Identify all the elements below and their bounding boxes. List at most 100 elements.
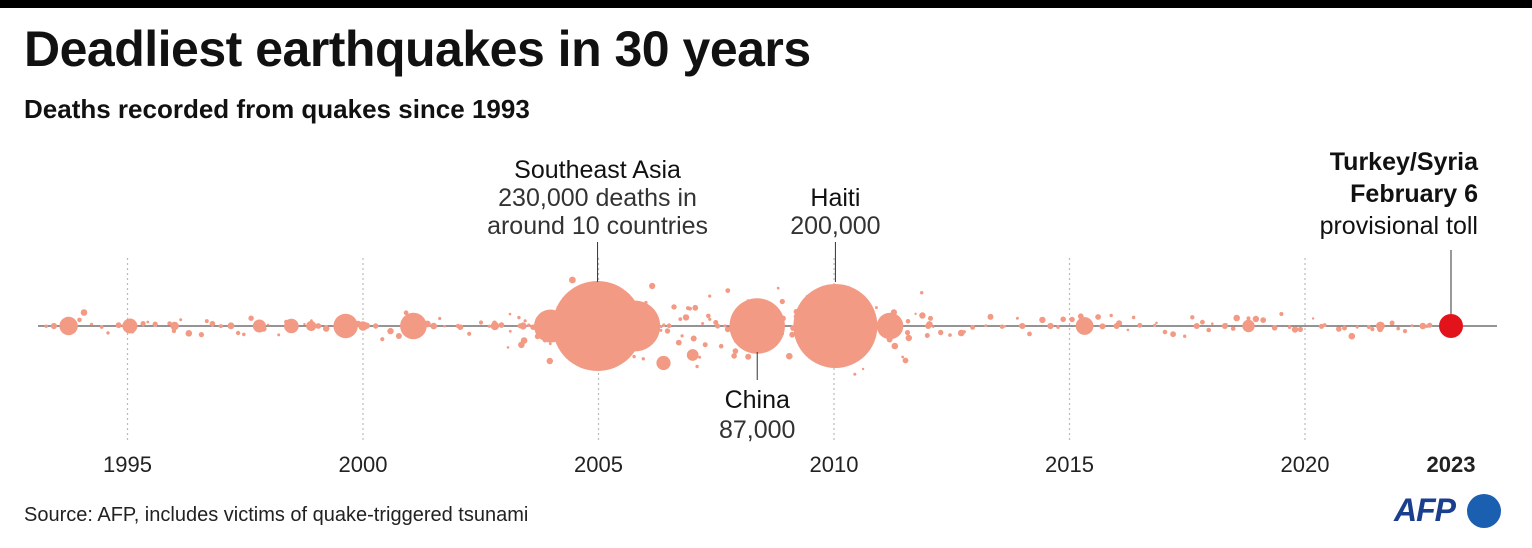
minor-quake-dot (724, 326, 731, 333)
minor-quake-dot (1039, 316, 1046, 324)
minor-quake-dot (266, 323, 270, 326)
quake-bubble-2 (729, 298, 785, 354)
minor-quake-dot (948, 333, 952, 337)
minor-quake-dot (506, 346, 510, 349)
quake-bubble-7 (59, 316, 78, 336)
minor-quake-dot (1003, 325, 1006, 328)
minor-quake-dot (692, 304, 699, 311)
minor-quake-dot (690, 335, 697, 342)
minor-quake-dot (708, 317, 712, 321)
x-axis-ticks: 1995 2000 2005 2010 2015 2020 2023 (103, 452, 1475, 477)
minor-quake-dot (861, 367, 865, 371)
minor-quake-dot (218, 324, 223, 329)
minor-quake-dot (1027, 331, 1032, 337)
minor-quake-dot (1190, 315, 1195, 320)
minor-quake-dot (1366, 325, 1371, 329)
annotation-haiti-line-1: 200,000 (790, 212, 880, 240)
minor-quake-dot (185, 330, 193, 337)
source-note: Source: AFP, includes victims of quake-t… (24, 504, 529, 526)
top-bar (0, 0, 1532, 8)
minor-quake-dot (698, 355, 702, 359)
minor-quake-dot (1311, 317, 1315, 320)
minor-quake-dot (1355, 325, 1359, 329)
minor-quake-dot (152, 321, 158, 327)
minor-quake-dot (204, 319, 209, 324)
quake-bubble-9 (876, 312, 904, 340)
quake-bubble-1 (793, 284, 878, 368)
minor-quake-dot (1287, 325, 1292, 329)
minor-quake-dot (179, 318, 183, 322)
tick-label-2023: 2023 (1427, 452, 1476, 477)
minor-quake-dot (1370, 327, 1375, 332)
minor-quake-dot (44, 324, 48, 328)
minor-quake-dot (457, 324, 464, 331)
minor-quake-dot (1095, 314, 1101, 320)
minor-quake-dot (242, 332, 246, 337)
quake-bubble-4 (534, 309, 567, 343)
minor-quake-dot (1162, 329, 1168, 335)
quake-bubble-0 (552, 281, 643, 371)
quake-bubble-11 (656, 355, 671, 371)
minor-quake-dot (1233, 314, 1240, 322)
minor-quake-dot (708, 294, 712, 298)
quake-bubble-20 (306, 320, 317, 332)
minor-quake-dot (1396, 326, 1400, 331)
minor-quake-dot (675, 339, 682, 346)
minor-quake-dot (1170, 331, 1176, 338)
minor-quake-dot (106, 331, 110, 335)
minor-quake-dot (527, 323, 531, 327)
minor-quake-dot (517, 315, 521, 320)
minor-quake-dot (1230, 326, 1236, 331)
minor-quake-dot (914, 312, 917, 315)
minor-quake-dot (745, 353, 752, 360)
quake-bubble-10 (284, 318, 299, 334)
annotation-turkey-syria-line-0: Turkey/Syria (1330, 148, 1479, 176)
annotation-leaders (597, 242, 1452, 380)
minor-quake-dot (90, 322, 94, 326)
minor-quake-dot (387, 327, 394, 335)
minor-quake-dot (1271, 325, 1278, 331)
minor-quake-dot (901, 355, 905, 359)
quake-bubble-24 (430, 322, 438, 330)
minor-quake-dot (520, 337, 528, 344)
minor-quake-dot (1260, 317, 1267, 323)
tick-label-2000: 2000 (339, 452, 388, 477)
minor-quake-dot (227, 322, 235, 330)
minor-quake-dot (1131, 315, 1136, 320)
minor-quake-dot (732, 348, 739, 354)
minor-quake-dot (1410, 324, 1414, 327)
minor-quake-dot (680, 334, 684, 338)
minor-quake-dot (248, 315, 254, 321)
afp-logo-text: AFP (1394, 492, 1456, 528)
minor-quake-dot (715, 323, 721, 329)
minor-quake-dot (1126, 328, 1130, 332)
minor-quake-dot (688, 306, 692, 311)
minor-quake-dot (904, 330, 911, 336)
minor-quake-dot (115, 322, 122, 329)
minor-quake-dot (664, 328, 671, 334)
quake-bubble-23 (519, 322, 527, 330)
minor-quake-dot (789, 331, 796, 338)
minor-quake-dot (1211, 322, 1214, 326)
minor-quake-dot (546, 357, 553, 365)
minor-quake-dot (905, 319, 911, 324)
quake-bubble-28 (925, 323, 932, 329)
minor-quake-dot (632, 354, 636, 359)
minor-quake-dot (905, 334, 912, 342)
minor-quake-dot (1297, 326, 1303, 332)
minor-quake-dot (999, 324, 1005, 329)
minor-quake-dot (315, 323, 322, 329)
minor-quake-dot (1069, 316, 1075, 323)
minor-quake-dot (80, 309, 88, 316)
minor-quake-dot (1056, 325, 1060, 329)
minor-quake-dot (660, 325, 663, 329)
quake-bubble-19 (170, 321, 179, 331)
minor-quake-dot (523, 319, 527, 323)
minor-quake-dot (666, 323, 672, 329)
minor-quake-dot (508, 329, 512, 333)
chart-subtitle: Deaths recorded from quakes since 1993 (24, 94, 530, 124)
minor-quake-dot (277, 333, 281, 337)
annotation-china-line-0: China (725, 386, 790, 414)
